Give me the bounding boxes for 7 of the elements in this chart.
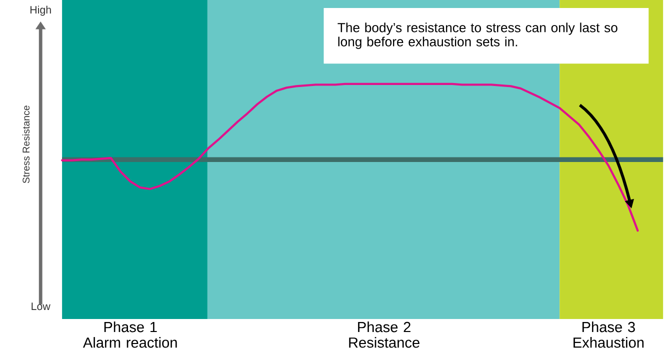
x-tick-label: Phase 1 Alarm reaction [82, 321, 177, 348]
x-tick-label: Phase 3 Exhaustion [574, 321, 644, 348]
y-axis-title: Stress Resistance [22, 106, 30, 184]
text: Low [32, 302, 50, 310]
x-tick-label: Phase 2 Resistance [349, 321, 420, 348]
text: The body’s resistance to stress can only last so long before exhaustion sets in. [338, 22, 618, 49]
text: High [30, 6, 51, 16]
